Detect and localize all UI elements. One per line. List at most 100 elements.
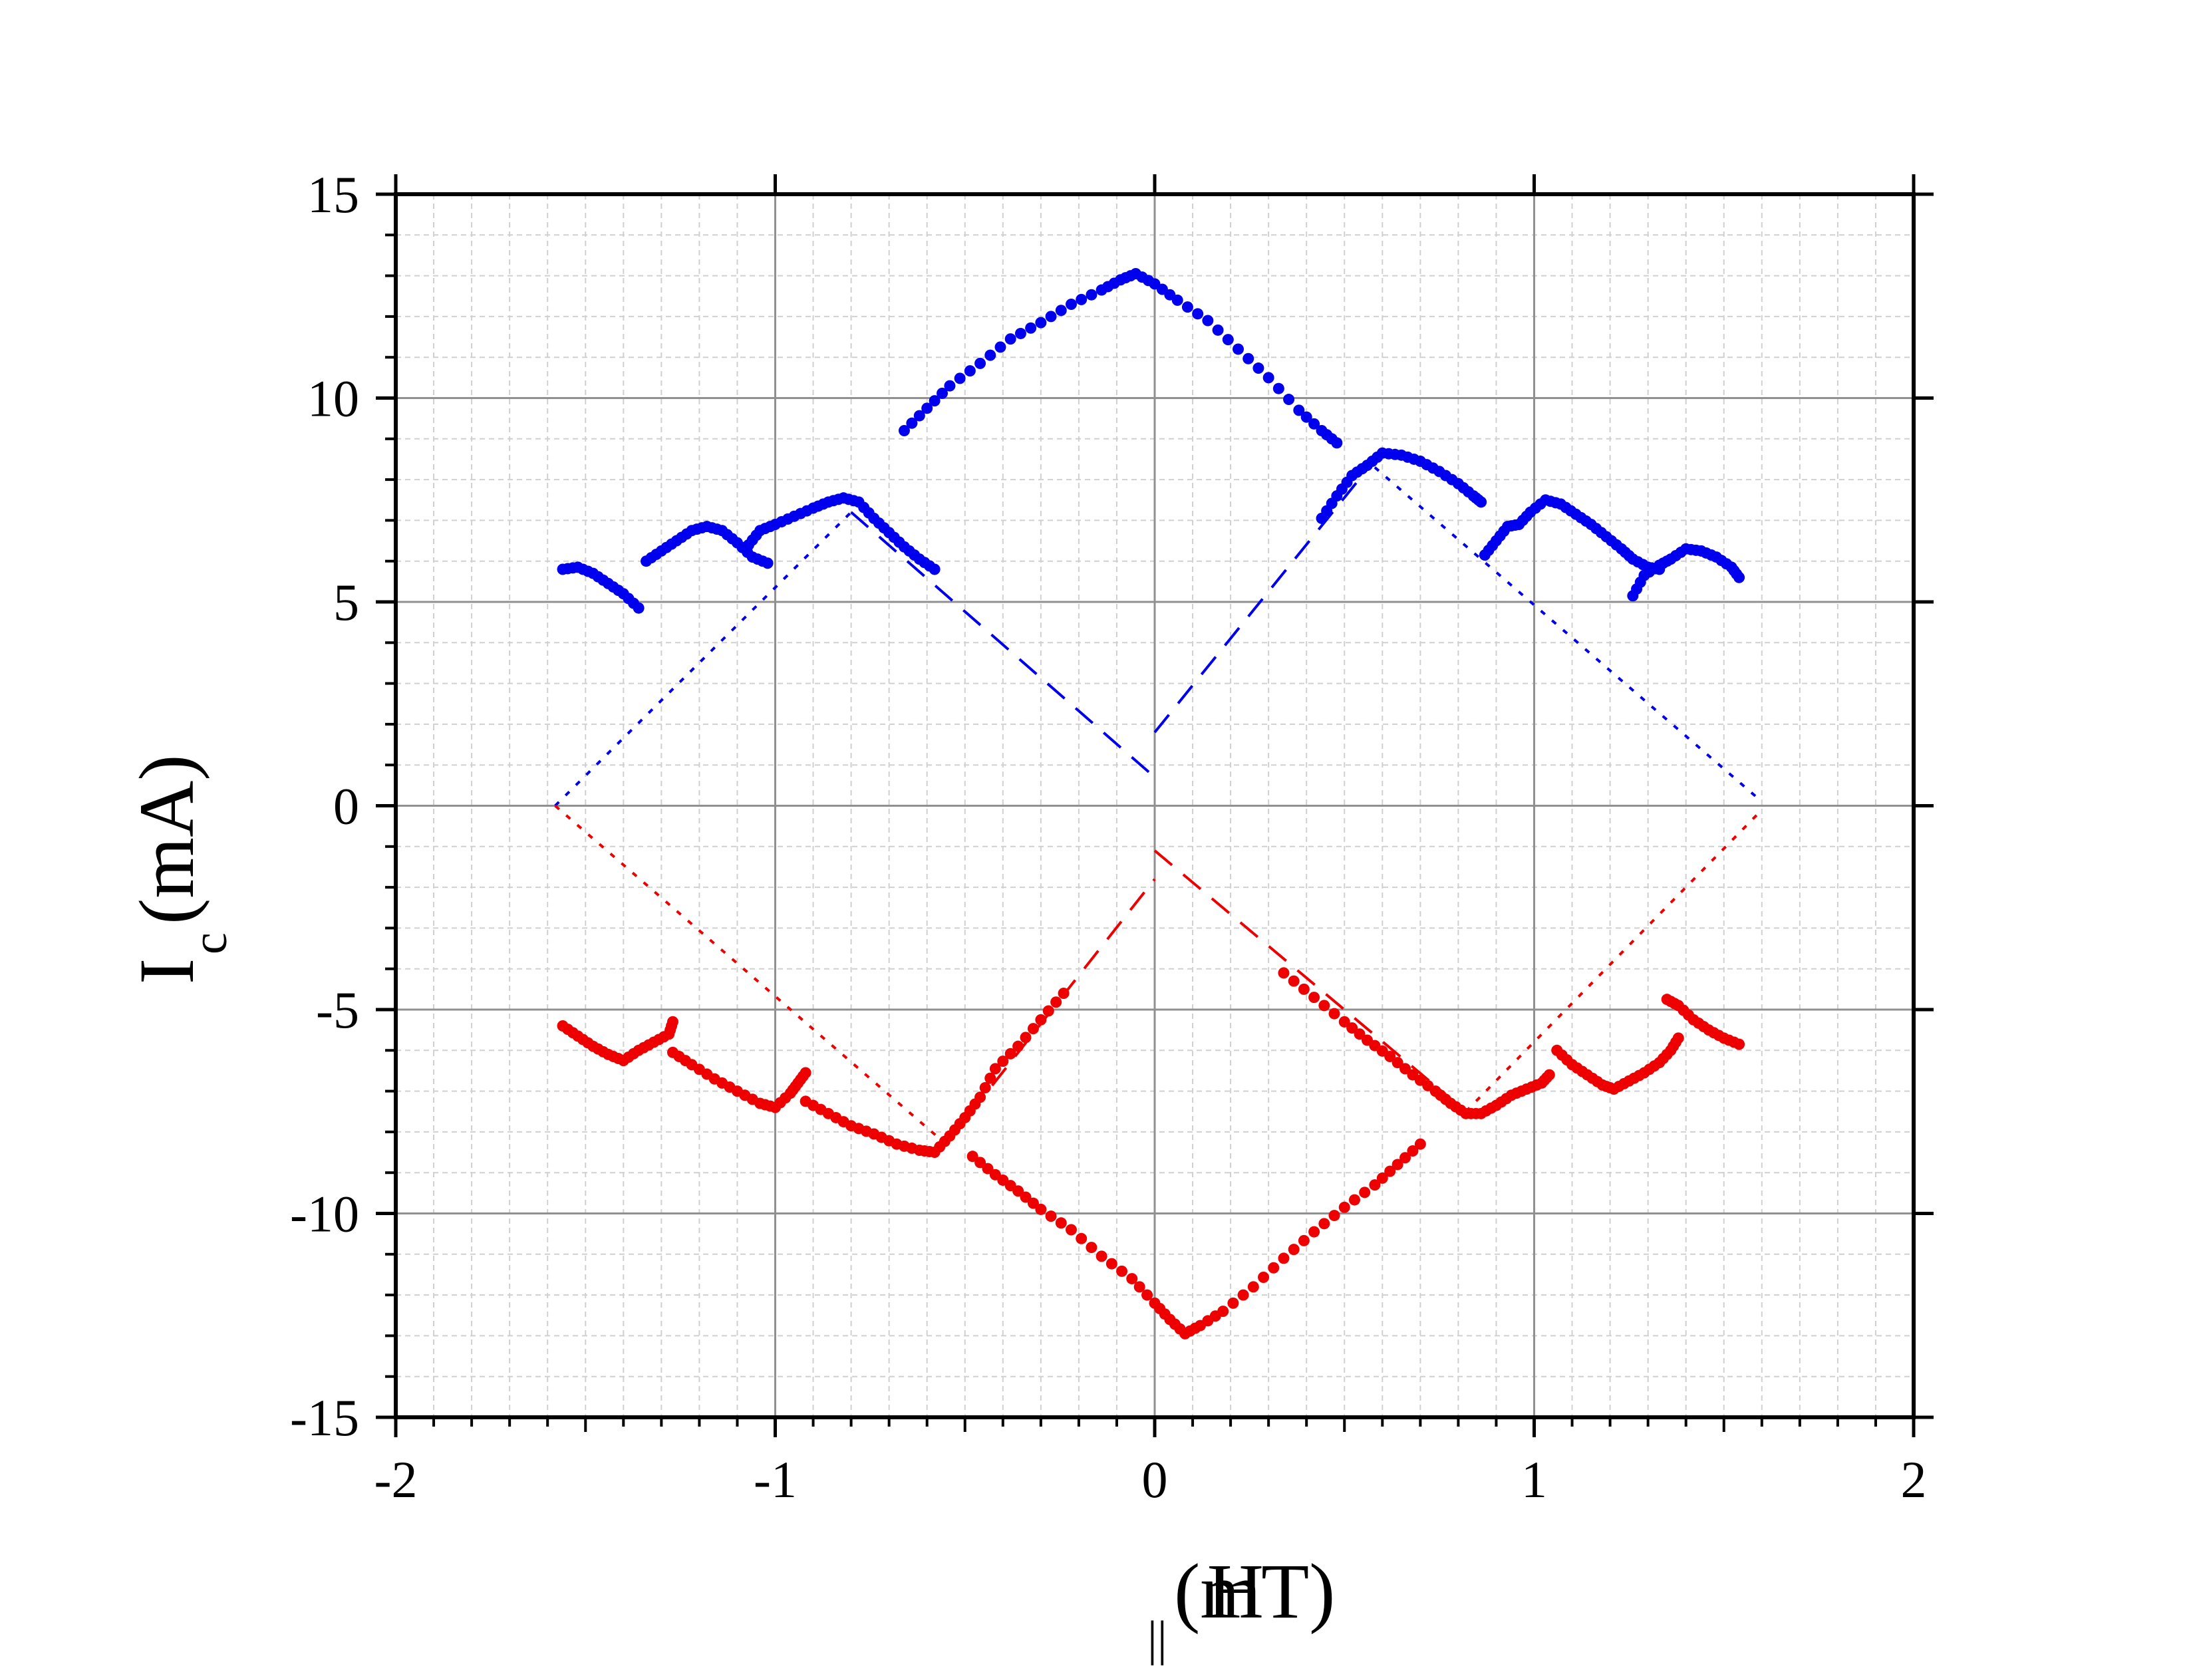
- ic-measured-point: [1116, 1265, 1128, 1277]
- ic-measured-point: [1262, 372, 1274, 384]
- ic-measured-point: [974, 357, 986, 369]
- ic-measured-point: [906, 417, 918, 429]
- ic-measured-point: [929, 395, 941, 407]
- ic-measured-point: [1376, 1172, 1388, 1184]
- ic-measured-point: [1354, 1028, 1366, 1040]
- ic-measured-point: [1012, 1040, 1024, 1052]
- ic-measured-point: [1058, 987, 1070, 999]
- ic-measured-point: [1338, 1016, 1350, 1028]
- ic-measured-point: [1042, 1005, 1054, 1017]
- ic-measured-point: [994, 341, 1006, 353]
- ic-measured-point: [1288, 1244, 1300, 1256]
- ic-measured-point: [1243, 352, 1254, 364]
- ic-measured-point: [964, 365, 976, 377]
- ic-measured-point: [979, 1081, 991, 1093]
- ic-fit-dotted-line: [554, 804, 947, 1145]
- ic-measured-point: [984, 349, 996, 361]
- ic-measured-point: [1346, 1022, 1358, 1034]
- y-axis-label-main: I: [123, 958, 210, 984]
- y-tick-label: 15: [307, 166, 359, 223]
- ic-measured-point: [666, 1016, 678, 1028]
- ic-measured-point: [1055, 1217, 1067, 1229]
- ic-fit-dashed-line: [1153, 468, 1369, 734]
- ic-measured-point: [1359, 1187, 1371, 1198]
- ic-measured-point: [1407, 1145, 1419, 1157]
- ic-measured-point: [966, 1151, 978, 1163]
- ic-measured-point: [898, 425, 910, 437]
- y-tick-label: 0: [333, 777, 359, 835]
- ic-fit-dotted-line: [1374, 466, 1763, 803]
- ic-measured-point: [1045, 1210, 1057, 1222]
- ic-measured-point: [1004, 1048, 1016, 1059]
- x-tick-label: 1: [1521, 1451, 1547, 1508]
- ic-measured-point: [1055, 305, 1067, 317]
- x-tick-label: -1: [754, 1451, 797, 1508]
- ic-measured-point: [1237, 1289, 1249, 1301]
- x-tick-label: -2: [374, 1451, 418, 1508]
- ic-measured-point: [984, 1072, 996, 1084]
- ic-measured-point: [1133, 1281, 1145, 1293]
- ic-measured-point: [974, 1091, 986, 1103]
- ic-measured-point: [1328, 1210, 1340, 1222]
- ic-measured-point: [1272, 382, 1284, 394]
- ic-measured-point: [1086, 289, 1098, 301]
- ic-measured-point: [1247, 1281, 1259, 1293]
- ic-measured-point: [1045, 311, 1057, 323]
- ic-measured-point: [1283, 394, 1295, 406]
- ic-measured-point: [1035, 1014, 1047, 1026]
- ic-measured-point: [1212, 324, 1224, 336]
- ic-measured-point: [1227, 1297, 1239, 1309]
- ic-measured-point: [1278, 1252, 1290, 1264]
- ic-measured-point: [913, 410, 925, 422]
- ic-measured-point: [1020, 1032, 1032, 1044]
- ic-measured-point: [1004, 333, 1016, 345]
- ic-measured-point: [1399, 1152, 1411, 1164]
- ic-measured-point: [1025, 322, 1037, 334]
- ic-measured-point: [762, 557, 774, 569]
- ic-measured-point: [1328, 1008, 1340, 1020]
- ic-measured-point: [800, 1067, 811, 1079]
- ic-measured-point: [1027, 1023, 1039, 1035]
- ic-measured-point: [1065, 1224, 1077, 1236]
- ic-measured-point: [1202, 315, 1214, 327]
- x-axis-label-main: H: [1207, 1548, 1264, 1635]
- y-axis-label: I c (mA): [123, 754, 237, 984]
- ic-measured-point: [1076, 293, 1088, 305]
- ic-measured-point: [1278, 967, 1290, 979]
- x-axis-label-unit: (mT): [1174, 1548, 1335, 1635]
- y-tick-label: 10: [307, 370, 359, 428]
- ic-measured-point: [954, 372, 966, 384]
- ic-measured-point: [1391, 1057, 1403, 1069]
- ic-measured-point: [1035, 317, 1047, 329]
- ic-measured-point: [1014, 327, 1026, 339]
- ic-measured-point: [982, 1163, 994, 1175]
- ic-measured-point: [1268, 1262, 1280, 1274]
- ic-measured-point: [1126, 1273, 1138, 1285]
- ic-measured-point: [1288, 975, 1300, 987]
- ic-measured-point: [1308, 418, 1320, 430]
- ic-measured-point: [1384, 1165, 1396, 1177]
- ic-measured-point: [1222, 334, 1234, 346]
- ic-measured-point: [1233, 343, 1244, 355]
- ic-measured-point: [1369, 1179, 1381, 1191]
- ic-measured-point: [1308, 1226, 1320, 1238]
- data-points: [557, 268, 1745, 1339]
- ic-measured-point: [1318, 1218, 1330, 1230]
- ic-measured-point: [633, 602, 645, 614]
- ic-measured-point: [921, 402, 933, 414]
- y-axis-label-sub: c: [183, 932, 237, 954]
- ic-measured-point: [1298, 983, 1310, 995]
- ic-measured-point: [1672, 1032, 1684, 1044]
- ic-measured-point: [989, 1063, 1001, 1075]
- ic-measured-point: [929, 563, 941, 575]
- ic-measured-point: [1065, 299, 1077, 311]
- ic-measured-point: [1298, 1234, 1310, 1246]
- ic-measured-point: [1308, 992, 1320, 1004]
- ic-fit-dashed-line: [850, 511, 1156, 779]
- ic-measured-point: [974, 1157, 986, 1169]
- ic-measured-point: [1086, 1242, 1098, 1254]
- ic-measured-point: [1293, 404, 1305, 416]
- ic-measured-point: [1384, 1050, 1396, 1062]
